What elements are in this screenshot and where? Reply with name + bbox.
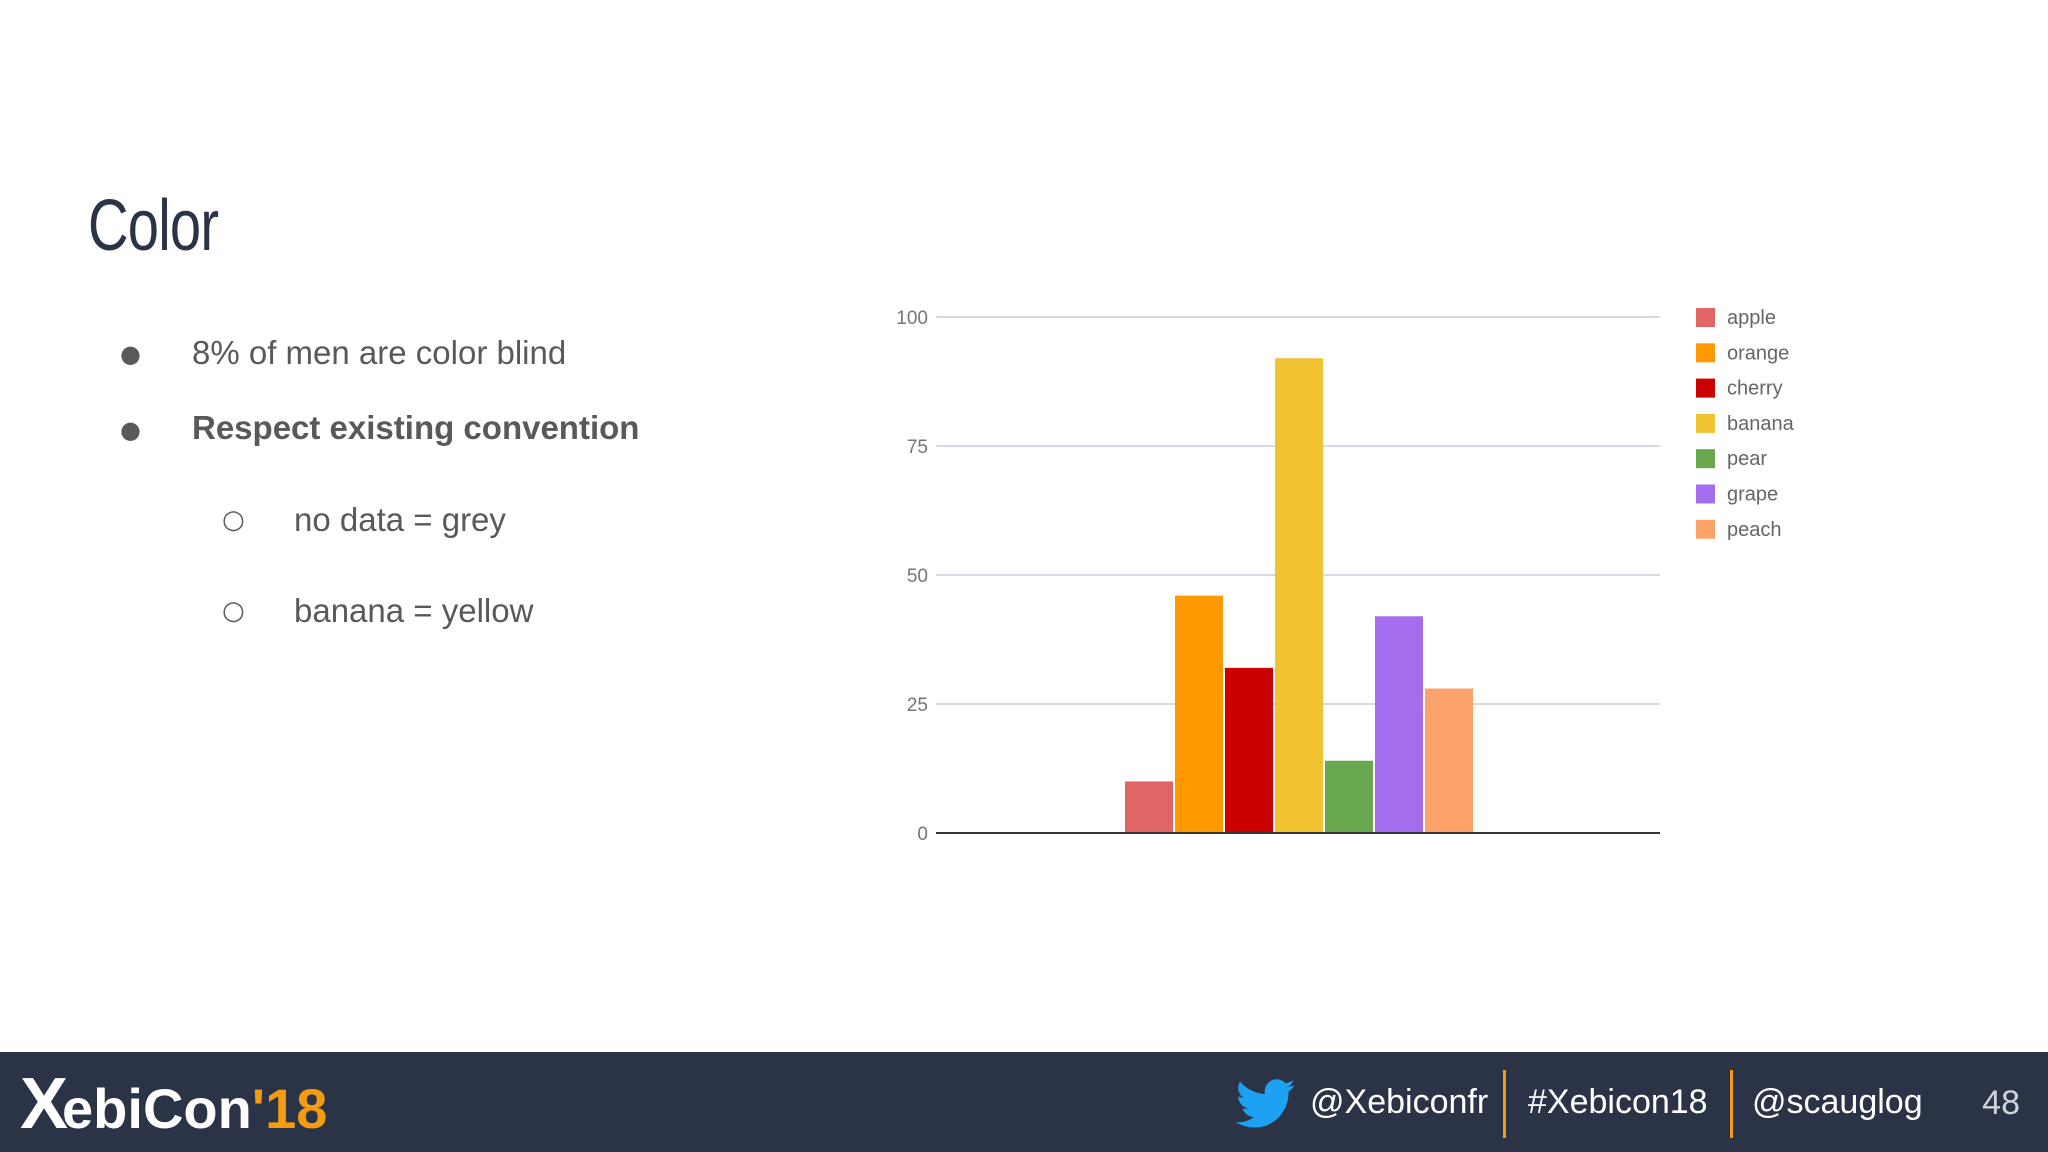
legend-swatch-cherry [1696,378,1715,398]
y-tick-label: 25 [907,695,928,716]
legend-label-apple: apple [1727,307,1776,329]
sub-bullet-item: banana = yellow [294,592,534,629]
legend-label-banana: banana [1727,413,1795,435]
y-tick-label: 50 [907,566,928,587]
legend-label-grape: grape [1727,484,1778,506]
logo-text: ebiCon [62,1077,252,1140]
legend-swatch-orange [1696,343,1715,363]
bullet-dot: ● [120,416,141,444]
logo-year: '18 [251,1077,328,1140]
bullet-dot: ● [120,340,141,368]
footer-divider [1503,1070,1506,1138]
bar-chart: 0 25 50 75 100 apple orange cherry banana pear gra… [896,307,1795,845]
twitter-handle: @Xebiconfr [1310,1083,1489,1121]
speaker-handle: @scauglog [1752,1083,1923,1121]
legend-swatch-apple [1696,308,1715,327]
footer-bar: XebiCon'18 @Xebiconfr #Xebicon18 @scaugl… [0,1052,2048,1152]
y-tick-label: 100 [896,308,928,329]
bar-orange [1175,595,1223,833]
twitter-icon [1236,1079,1295,1128]
footer-divider [1730,1070,1733,1138]
bar-grape [1375,616,1423,833]
legend-label-peach: peach [1727,519,1782,541]
bullet-item: 8% of men are color blind [192,334,567,371]
legend-swatch-peach [1696,519,1715,539]
legend-swatch-pear [1696,449,1715,469]
y-tick-label: 75 [907,437,928,458]
bar-peach [1425,688,1473,833]
slide-title: Color [88,186,219,266]
sub-bullet-item: no data = grey [294,501,506,538]
sub-bullet-dot: ○ [222,505,245,535]
bar-apple [1125,781,1173,833]
bar-cherry [1225,667,1273,833]
bullet-item: Respect existing convention [192,409,640,446]
y-tick-label: 0 [917,824,928,845]
legend-label-pear: pear [1727,448,1767,470]
page-number: 48 [1982,1084,2020,1122]
event-hashtag: #Xebicon18 [1528,1083,1708,1121]
bar-banana [1275,358,1323,833]
legend-swatch-grape [1696,484,1715,504]
legend-label-cherry: cherry [1727,378,1783,400]
sub-bullet-dot: ○ [222,596,245,626]
legend-swatch-banana [1696,413,1715,433]
bullet-list: ● 8% of men are color blind ● Respect ex… [0,0,800,800]
bar-pear [1325,760,1373,833]
xebicon-logo: XebiCon'18 [20,1068,327,1140]
legend-label-orange: orange [1727,342,1789,364]
logo-x-mark: X [20,1064,68,1144]
